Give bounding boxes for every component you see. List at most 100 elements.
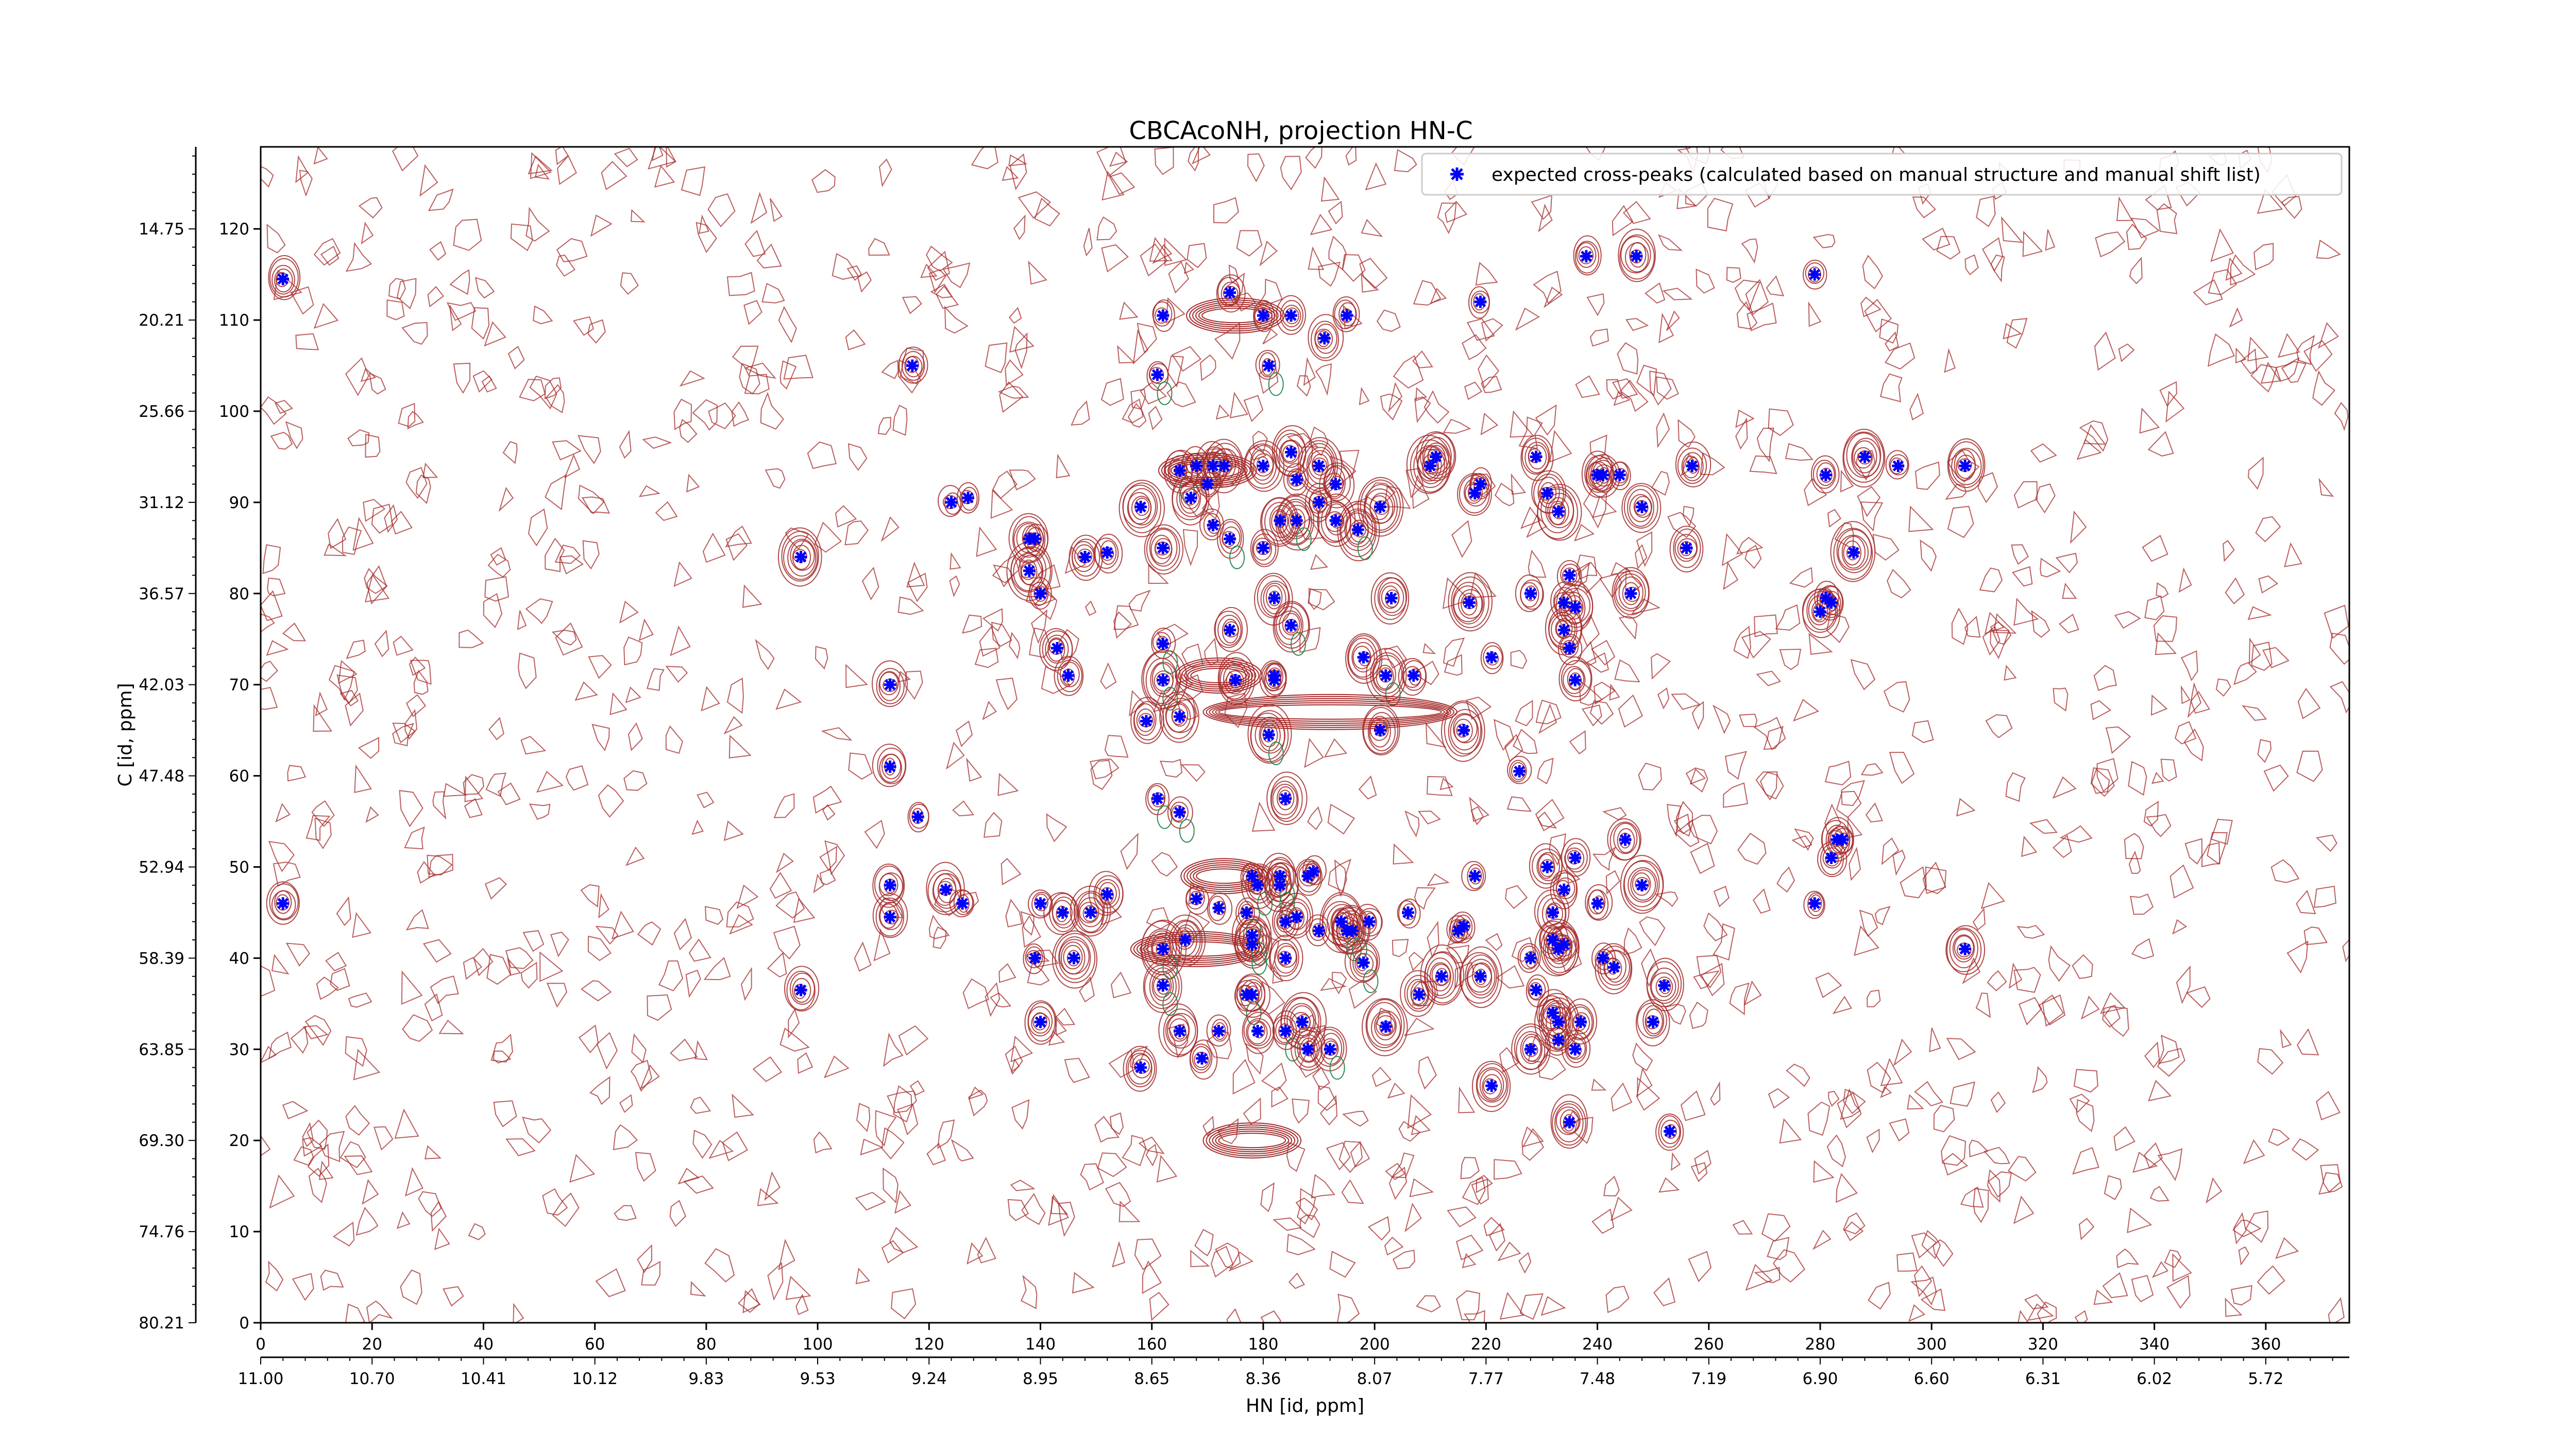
- noise-contour: [1229, 392, 1248, 418]
- noise-contour: [2151, 771, 2164, 784]
- cross-peak-marker-49: [1201, 478, 1214, 491]
- peak-contour: [1465, 954, 1497, 999]
- noise-contour: [502, 441, 518, 464]
- noise-contour: [898, 1025, 929, 1056]
- y-tick-label-0: 0: [239, 1314, 249, 1333]
- noise-contour: [2286, 940, 2309, 974]
- noise-contour: [1272, 1217, 1302, 1231]
- noise-contour: [904, 670, 923, 700]
- noise-contour: [756, 243, 782, 268]
- negative-contour: [1157, 381, 1173, 406]
- noise-contour: [1662, 288, 1693, 300]
- noise-contour: [1535, 404, 1557, 436]
- peak-contour: [1146, 527, 1180, 571]
- noise-contour: [2037, 1301, 2057, 1323]
- peak-contour: [1511, 1023, 1551, 1075]
- cross-peak-marker-37: [1157, 542, 1170, 554]
- noise-contour: [557, 155, 577, 186]
- noise-contour: [393, 635, 414, 656]
- peak-contour: [1288, 509, 1306, 534]
- noise-contour: [1977, 472, 1998, 503]
- cross-peak-marker-17: [1028, 532, 1041, 545]
- noise-contour: [555, 622, 583, 656]
- noise-contour: [275, 803, 291, 823]
- noise-contour: [1655, 891, 1679, 907]
- x-tick-label-10: 200: [1360, 1335, 1390, 1354]
- x-tick-label-4: 80: [696, 1335, 716, 1354]
- noise-contour: [2160, 759, 2177, 782]
- peak-contour: [1540, 488, 1574, 533]
- cross-peak-marker-10: [939, 883, 952, 896]
- noise-contour: [2079, 420, 2109, 452]
- noise-contour: [555, 147, 569, 165]
- noise-contour: [623, 636, 643, 666]
- peak-contour: [1308, 314, 1344, 361]
- noise-contour: [1096, 147, 1127, 177]
- noise-contour: [2165, 391, 2185, 423]
- noise-contour: [1892, 849, 1906, 876]
- noise-contour: [1021, 1193, 1046, 1225]
- noise-contour: [522, 930, 545, 952]
- peak-contour: [879, 903, 898, 929]
- peak-contour: [1234, 973, 1270, 1018]
- noise-contour: [760, 392, 784, 430]
- peak-contour: [1573, 235, 1602, 276]
- noise-contour: [1749, 455, 1777, 475]
- noise-contour: [998, 963, 1016, 983]
- noise-contour: [405, 909, 429, 931]
- ridge-contour: [1198, 306, 1273, 326]
- noise-contour: [654, 164, 675, 188]
- noise-contour: [1519, 1293, 1544, 1320]
- peak-contour: [1451, 576, 1489, 628]
- noise-contour: [1046, 813, 1067, 843]
- cross-peak-marker-3: [794, 984, 807, 997]
- noise-contour: [404, 709, 418, 740]
- peak-contour: [1280, 300, 1304, 331]
- noise-contour: [1840, 1088, 1861, 1120]
- noise-contour: [848, 443, 868, 471]
- noise-contour: [900, 347, 924, 384]
- peak-contour: [1537, 483, 1582, 541]
- noise-contour: [1515, 307, 1540, 331]
- noise-contour: [937, 1119, 955, 1149]
- peak-contour: [792, 978, 811, 1003]
- noise-contour: [875, 1110, 897, 1147]
- x-tick-label-6: 120: [914, 1335, 944, 1354]
- x-tick-label-8: 160: [1137, 1335, 1167, 1354]
- cross-peak-marker-104: [1351, 524, 1364, 536]
- noise-contour: [2144, 1041, 2160, 1068]
- noise-contour: [1336, 1293, 1360, 1323]
- peak-contour: [1361, 998, 1408, 1056]
- ridge-contour: [1209, 1126, 1296, 1155]
- noise-contour: [352, 517, 374, 551]
- cross-peak-marker-143: [1557, 938, 1570, 951]
- noise-contour: [295, 155, 309, 183]
- cross-peak-marker-25: [1056, 906, 1069, 919]
- noise-contour: [2035, 483, 2056, 514]
- ridge-contour: [1187, 666, 1250, 686]
- peak-contour: [1561, 838, 1591, 877]
- noise-contour: [1868, 1282, 1891, 1310]
- peak-contour: [1265, 866, 1292, 902]
- peak-contour: [1253, 300, 1275, 332]
- noise-contour: [1980, 882, 2006, 909]
- cross-peak-marker-146: [1557, 596, 1570, 609]
- peak-contour: [878, 872, 903, 901]
- peak-contour: [1560, 563, 1581, 586]
- peak-contour: [1550, 870, 1578, 909]
- noise-contour: [1001, 858, 1022, 885]
- noise-contour: [2186, 986, 2211, 1008]
- noise-contour: [1779, 648, 1802, 670]
- noise-contour: [2132, 1151, 2158, 1173]
- noise-contour: [1261, 1062, 1287, 1091]
- cross-peak-marker-145: [1552, 1016, 1565, 1029]
- peak-contour: [1336, 910, 1366, 950]
- noise-contour: [1867, 1062, 1891, 1093]
- noise-contour: [285, 942, 310, 967]
- y-axis-label: C [id, ppm]: [115, 683, 136, 786]
- noise-contour: [1625, 318, 1649, 331]
- peak-contour: [1889, 454, 1908, 476]
- noise-contour: [1581, 704, 1602, 727]
- noise-contour: [1537, 811, 1557, 829]
- peak-contour: [1550, 1094, 1588, 1149]
